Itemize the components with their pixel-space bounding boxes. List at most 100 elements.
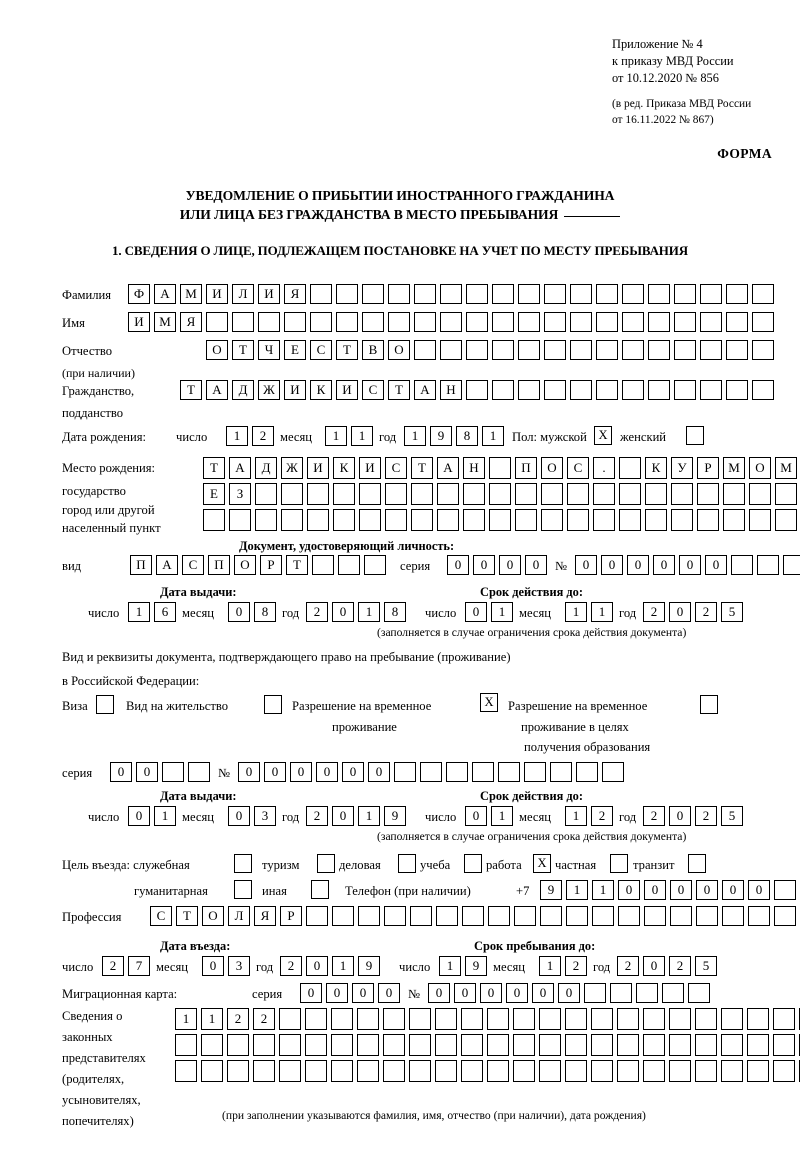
char-cell[interactable] [515, 509, 537, 531]
char-cell[interactable]: Е [284, 340, 306, 360]
char-cell[interactable] [619, 509, 641, 531]
char-cell[interactable]: 1 [482, 426, 504, 446]
char-cell[interactable]: Р [280, 906, 302, 926]
char-cell[interactable] [539, 1008, 561, 1030]
char-cell[interactable] [310, 312, 332, 332]
char-cell[interactable] [513, 1008, 535, 1030]
char-cell[interactable] [648, 380, 670, 400]
char-cell[interactable] [544, 340, 566, 360]
char-cell[interactable]: 0 [506, 983, 528, 1003]
char-cell[interactable] [775, 509, 797, 531]
char-cell[interactable]: 2 [306, 602, 328, 622]
char-cell[interactable]: 2 [102, 956, 124, 976]
char-cell[interactable] [466, 340, 488, 360]
char-cell[interactable] [622, 380, 644, 400]
char-cell[interactable]: С [362, 380, 384, 400]
char-cell[interactable] [229, 509, 251, 531]
char-cell[interactable] [338, 555, 360, 575]
char-cell[interactable] [359, 483, 381, 505]
char-cell[interactable]: 2 [306, 806, 328, 826]
char-cell[interactable] [437, 483, 459, 505]
purpose-humanitarian-checkbox[interactable] [234, 880, 252, 899]
char-cell[interactable] [362, 312, 384, 332]
char-cell[interactable]: 0 [326, 983, 348, 1003]
char-cell[interactable]: 0 [575, 555, 597, 575]
char-cell[interactable]: 0 [128, 806, 150, 826]
char-cell[interactable]: 2 [695, 602, 717, 622]
char-cell[interactable]: 3 [254, 806, 276, 826]
char-cell[interactable] [513, 1060, 535, 1082]
char-cell[interactable] [489, 457, 511, 479]
char-cell[interactable]: 0 [368, 762, 390, 782]
char-cell[interactable] [565, 1008, 587, 1030]
char-cell[interactable] [440, 312, 462, 332]
char-cell[interactable]: 1 [491, 806, 513, 826]
char-cell[interactable]: В [362, 340, 384, 360]
char-cell[interactable]: Н [463, 457, 485, 479]
char-cell[interactable] [162, 762, 184, 782]
char-cell[interactable] [700, 284, 722, 304]
char-cell[interactable] [487, 1060, 509, 1082]
char-cell[interactable]: С [310, 340, 332, 360]
char-cell[interactable] [669, 1008, 691, 1030]
char-cell[interactable] [570, 312, 592, 332]
char-cell[interactable] [670, 906, 692, 926]
char-cell[interactable] [723, 483, 745, 505]
char-cell[interactable] [253, 1060, 275, 1082]
purpose-private-checkbox[interactable] [610, 854, 628, 873]
char-cell[interactable] [518, 312, 540, 332]
char-cell[interactable]: 0 [228, 806, 250, 826]
char-cell[interactable] [492, 312, 514, 332]
char-cell[interactable] [284, 312, 306, 332]
char-cell[interactable]: 0 [238, 762, 260, 782]
char-cell[interactable] [747, 1060, 769, 1082]
char-cell[interactable]: С [182, 555, 204, 575]
char-cell[interactable] [622, 340, 644, 360]
char-cell[interactable] [489, 509, 511, 531]
char-cell[interactable] [383, 1008, 405, 1030]
char-cell[interactable]: 7 [128, 956, 150, 976]
char-cell[interactable] [643, 1060, 665, 1082]
char-cell[interactable] [514, 906, 536, 926]
char-cell[interactable]: 0 [454, 983, 476, 1003]
char-cell[interactable]: Я [284, 284, 306, 304]
char-cell[interactable]: К [645, 457, 667, 479]
char-cell[interactable] [461, 1060, 483, 1082]
char-cell[interactable]: 0 [306, 956, 328, 976]
char-cell[interactable] [774, 880, 796, 900]
char-cell[interactable]: 1 [491, 602, 513, 622]
char-cell[interactable] [636, 983, 658, 1003]
char-cell[interactable] [307, 509, 329, 531]
char-cell[interactable] [414, 284, 436, 304]
char-cell[interactable] [697, 509, 719, 531]
char-cell[interactable] [674, 380, 696, 400]
char-cell[interactable] [446, 762, 468, 782]
char-cell[interactable] [565, 1060, 587, 1082]
char-cell[interactable]: А [414, 380, 436, 400]
char-cell[interactable] [731, 555, 753, 575]
sex-male-checkbox[interactable]: X [594, 426, 612, 445]
char-cell[interactable] [591, 1034, 613, 1056]
char-cell[interactable] [332, 906, 354, 926]
char-cell[interactable]: А [229, 457, 251, 479]
char-cell[interactable] [436, 906, 458, 926]
char-cell[interactable]: И [258, 284, 280, 304]
char-cell[interactable]: Л [232, 284, 254, 304]
char-cell[interactable]: П [515, 457, 537, 479]
char-cell[interactable] [591, 1008, 613, 1030]
char-cell[interactable]: Р [697, 457, 719, 479]
char-cell[interactable]: 5 [721, 806, 743, 826]
char-cell[interactable] [648, 340, 670, 360]
char-cell[interactable] [305, 1008, 327, 1030]
char-cell[interactable]: И [128, 312, 150, 332]
char-cell[interactable]: 0 [670, 880, 692, 900]
char-cell[interactable] [440, 284, 462, 304]
char-cell[interactable] [721, 1060, 743, 1082]
